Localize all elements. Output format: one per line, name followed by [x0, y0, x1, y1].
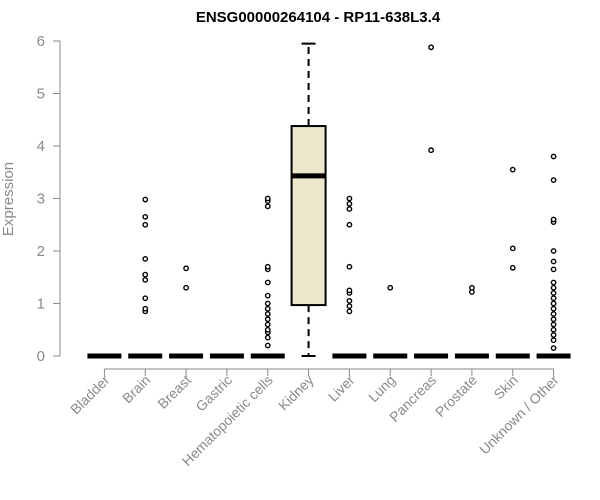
outlier-point-19	[550, 153, 557, 160]
outlier-point-10	[264, 279, 271, 286]
outlier-point-1	[469, 284, 475, 291]
outlier-point-0	[387, 284, 394, 291]
outlier-point-14	[550, 258, 557, 265]
outlier-point-9	[346, 195, 353, 202]
outlier-point-1	[550, 337, 557, 344]
outlier-point-6	[550, 311, 557, 317]
box-1	[128, 196, 163, 359]
y-axis: 0 1 2 3 4 5 6	[37, 33, 61, 365]
box-iqr	[290, 125, 327, 307]
outlier-point-5	[346, 263, 353, 270]
outlier-point-7	[142, 213, 149, 220]
box-4	[250, 195, 285, 359]
box-2	[169, 265, 204, 359]
outlier-point-5	[142, 255, 149, 262]
outlier-point-13	[264, 203, 271, 210]
outlier-point-13	[550, 266, 557, 273]
outlier-point-0	[509, 264, 516, 271]
y-tick-label-3: 3	[37, 191, 45, 208]
outlier-point-7	[550, 305, 557, 312]
box-10	[495, 166, 530, 359]
box-7	[373, 284, 408, 359]
outlier-point-17	[550, 216, 557, 223]
outlier-point-10	[550, 290, 557, 296]
outlier-point-5	[550, 316, 557, 323]
outlier-point-11	[550, 284, 557, 291]
outlier-point-3	[264, 326, 271, 333]
outlier-point-1	[509, 245, 516, 252]
box-5	[290, 42, 327, 357]
outlier-point-1	[264, 334, 271, 341]
outlier-point-1	[346, 303, 353, 310]
y-tick-label-1: 1	[37, 296, 45, 313]
box-series	[87, 42, 571, 359]
x-tick-label-9: Prostate	[432, 372, 480, 420]
outlier-point-15	[264, 195, 271, 202]
outlier-point-0	[183, 284, 189, 291]
outlier-point-8	[550, 300, 557, 307]
outlier-point-8	[346, 200, 353, 207]
outlier-point-7	[264, 305, 271, 312]
x-tick-label-6: Liver	[325, 372, 358, 405]
x-tick-label-5: Kidney	[275, 372, 317, 414]
outlier-point-6	[264, 311, 271, 317]
y-tick-label-0: 0	[37, 348, 45, 365]
box-8	[414, 44, 449, 359]
outlier-point-2	[346, 297, 353, 304]
outlier-point-3	[550, 326, 557, 333]
outlier-point-15	[550, 248, 557, 254]
box-11	[536, 153, 571, 359]
outlier-point-8	[142, 196, 149, 203]
x-tick-label-10: Skin	[490, 372, 521, 403]
outlier-point-6	[346, 221, 353, 228]
outlier-point-1	[142, 305, 149, 312]
outlier-point-8	[264, 300, 271, 307]
x-tick-label-1: Brain	[119, 372, 153, 406]
outlier-point-4	[550, 321, 557, 328]
box-9	[454, 284, 489, 359]
outlier-point-4	[264, 321, 271, 328]
outlier-point-7	[346, 206, 353, 212]
outlier-point-0	[346, 308, 353, 315]
outlier-point-0	[550, 345, 557, 352]
outlier-point-6	[142, 221, 149, 228]
outlier-point-4	[142, 271, 149, 278]
outlier-point-2	[509, 166, 516, 173]
outlier-point-12	[264, 263, 271, 270]
outlier-point-0	[428, 147, 434, 154]
outlier-point-1	[428, 44, 434, 51]
x-tick-label-0: Bladder	[67, 372, 113, 418]
outlier-point-2	[142, 295, 149, 302]
y-axis-label: Expression	[0, 162, 17, 236]
outlier-point-9	[550, 295, 557, 302]
outlier-point-4	[346, 287, 353, 294]
outlier-point-9	[264, 292, 271, 299]
box-6	[332, 195, 367, 359]
outlier-point-2	[550, 332, 557, 338]
outlier-point-0	[264, 342, 271, 349]
outlier-point-3	[142, 276, 149, 283]
x-tick-label-2: Breast	[154, 372, 194, 412]
y-tick-label-2: 2	[37, 243, 45, 260]
outlier-point-18	[550, 177, 557, 184]
y-tick-label-4: 4	[37, 138, 45, 155]
outlier-point-1	[183, 265, 189, 272]
outlier-point-5	[264, 316, 271, 323]
y-tick-label-6: 6	[37, 33, 45, 50]
y-tick-label-5: 5	[37, 86, 45, 103]
chart-title: ENSG00000264104 - RP11-638L3.4	[196, 9, 441, 26]
x-tick-label-7: Lung	[365, 372, 398, 405]
outlier-point-12	[550, 279, 557, 286]
